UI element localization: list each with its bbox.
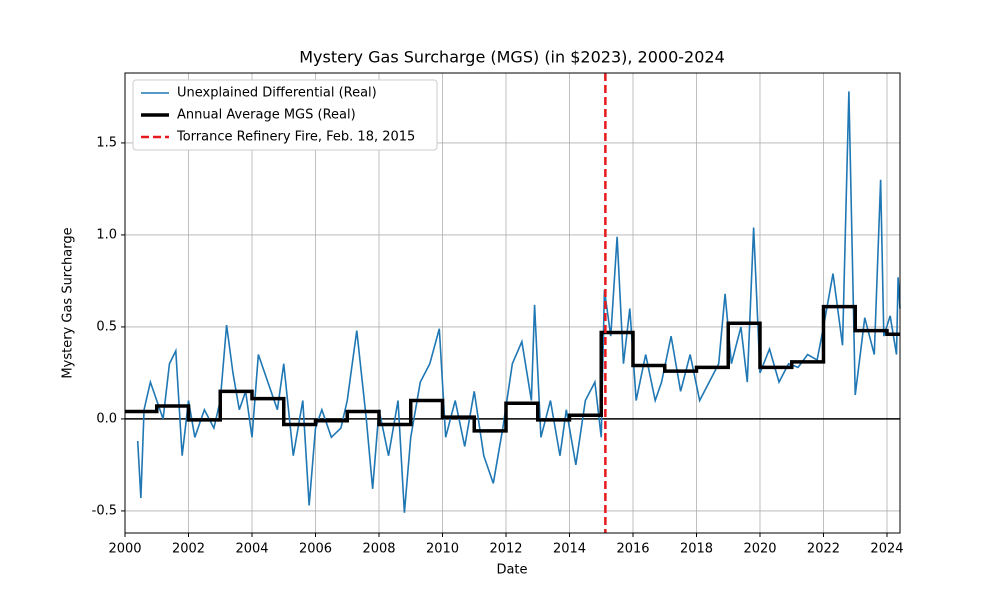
x-tick-label: 2008 [362,542,395,557]
legend-label: Torrance Refinery Fire, Feb. 18, 2015 [176,130,415,145]
x-tick-label: 2020 [743,542,776,557]
series-line [136,91,901,513]
x-tick-label: 2016 [616,542,649,557]
x-tick-label: 2012 [489,542,522,557]
x-tick-label: 2004 [235,542,268,557]
x-tick-label: 2002 [172,542,205,557]
y-axis-label: Mystery Gas Surcharge [61,227,76,378]
plot-frame [124,72,901,534]
x-axis-label: Date [496,563,527,578]
y-tick-label: 1.5 [96,135,117,150]
series-line [125,304,900,433]
x-tick-label: 2000 [108,542,141,557]
x-tick-label: 2018 [680,542,713,557]
y-tick-label: 1.0 [96,227,117,242]
legend-label: Annual Average MGS (Real) [177,108,356,123]
legend-label: Unexplained Differential (Real) [177,86,377,101]
y-tick-label: 0.0 [96,411,117,426]
x-tick-label: 2024 [870,542,903,557]
y-tick-label: 0.5 [96,319,117,334]
x-tick-label: 2022 [807,542,840,557]
chart-title: Mystery Gas Surcharge (MGS) (in $2023), … [299,48,725,67]
x-tick-label: 2010 [426,542,459,557]
legend-box [132,79,438,151]
x-tick-label: 2006 [299,542,332,557]
y-tick-label: -0.5 [92,503,117,518]
x-tick-label: 2014 [553,542,586,557]
